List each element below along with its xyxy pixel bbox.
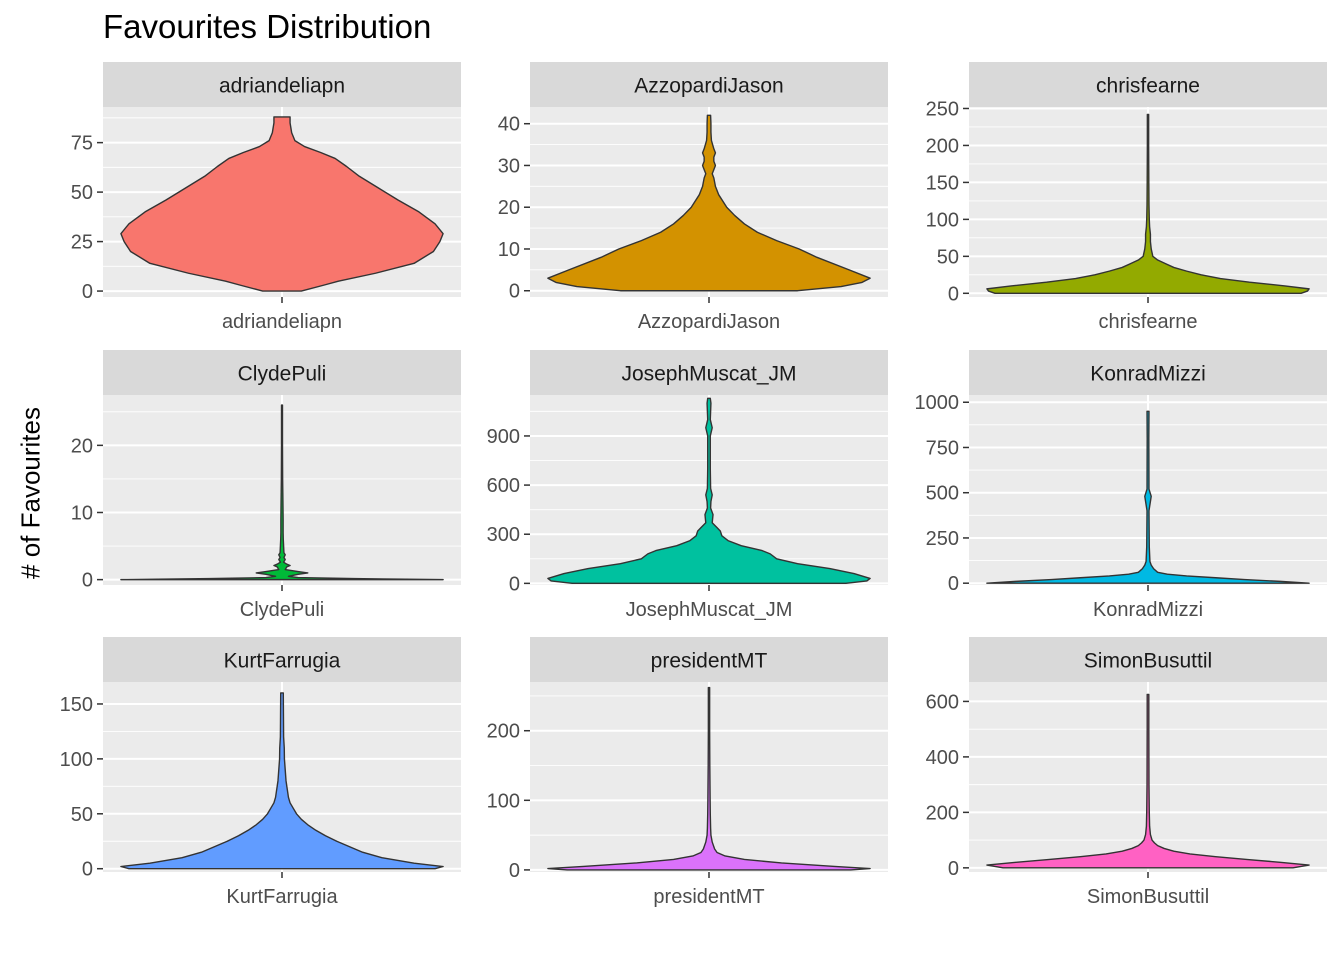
- y-tick-label: 750: [926, 437, 959, 459]
- violin-shape: [986, 410, 1310, 584]
- violin-shape: [986, 113, 1310, 294]
- facet-panel-SimonBusuttil: SimonBusuttil 0 200 400 600 SimonBusuttil: [926, 637, 1327, 908]
- facet-strip-label: KonradMizzi: [1090, 363, 1206, 386]
- facet-strip: [969, 350, 1327, 395]
- chart-title: Favourites Distribution: [103, 8, 432, 45]
- facet-panel-KonradMizzi: KonradMizzi 0 250 500 750 1000 KonradMizzi: [915, 350, 1327, 621]
- y-tick-label: 0: [948, 858, 959, 880]
- y-tick-label: 100: [60, 749, 93, 771]
- y-tick-label: 150: [60, 694, 93, 716]
- y-tick-label: 0: [948, 573, 959, 595]
- facet-strip: [103, 62, 461, 107]
- y-tick-label: 400: [926, 747, 959, 769]
- facet-strip: [530, 350, 888, 395]
- violin-shape: [986, 693, 1310, 869]
- facet-strip: [103, 637, 461, 682]
- facet-strip-label: chrisfearne: [1096, 75, 1200, 98]
- y-tick-label: 200: [926, 802, 959, 824]
- violin-shape: [547, 686, 871, 871]
- facet-strip-label: ClydePuli: [238, 363, 327, 386]
- y-tick-label: 0: [509, 573, 520, 595]
- x-tick-label: presidentMT: [653, 886, 764, 908]
- y-tick-label: 200: [926, 135, 959, 157]
- facet-panel-adriandeliapn: adriandeliapn 0 25 50 75 adriandeliapn: [71, 62, 461, 333]
- x-tick-label: ClydePuli: [240, 599, 324, 621]
- y-tick-label: 100: [487, 790, 520, 812]
- y-tick-label: 50: [937, 246, 959, 268]
- facet-strip-label: JosephMuscat_JM: [621, 363, 796, 386]
- facet-panel-AzzopardiJason: AzzopardiJason 0 10 20 30 40 AzzopardiJason: [498, 62, 888, 333]
- facet-strip-label: adriandeliapn: [219, 75, 345, 98]
- x-tick-label: SimonBusuttil: [1087, 886, 1209, 908]
- violin-shape: [120, 116, 444, 292]
- facet-strip: [103, 350, 461, 395]
- y-tick-label: 25: [71, 232, 93, 254]
- x-tick-label: KonradMizzi: [1093, 599, 1203, 621]
- y-tick-label: 300: [487, 524, 520, 546]
- violin-shape: [120, 404, 444, 581]
- y-tick-label: 1000: [915, 392, 960, 414]
- x-tick-label: AzzopardiJason: [638, 311, 780, 333]
- y-tick-label: 0: [509, 860, 520, 882]
- facet-panel-presidentMT: presidentMT 0 100 200 presidentMT: [487, 637, 888, 908]
- y-tick-label: 50: [71, 182, 93, 204]
- x-tick-label: KurtFarrugia: [226, 886, 338, 908]
- x-tick-label: chrisfearne: [1099, 311, 1198, 333]
- x-tick-label: adriandeliapn: [222, 311, 342, 333]
- y-tick-label: 250: [926, 528, 959, 550]
- facet-panel-KurtFarrugia: KurtFarrugia 0 50 100 150 KurtFarrugia: [60, 637, 461, 908]
- facet-strip: [530, 637, 888, 682]
- facet-panel-ClydePuli: ClydePuli 0 10 20 ClydePuli: [71, 350, 461, 621]
- y-tick-label: 100: [926, 209, 959, 231]
- y-tick-label: 10: [498, 239, 520, 261]
- y-tick-label: 150: [926, 172, 959, 194]
- y-tick-label: 40: [498, 114, 520, 136]
- facet-strip: [969, 62, 1327, 107]
- y-tick-label: 75: [71, 133, 93, 155]
- facet-strip-label: presidentMT: [651, 650, 768, 673]
- y-tick-label: 0: [948, 283, 959, 305]
- y-tick-label: 50: [71, 804, 93, 826]
- y-tick-label: 600: [926, 691, 959, 713]
- y-tick-label: 200: [487, 721, 520, 743]
- y-tick-label: 0: [82, 859, 93, 881]
- y-tick-label: 250: [926, 98, 959, 120]
- facet-panel-chrisfearne: chrisfearne 0 50 100 150 200 250 chrisfearne: [926, 62, 1327, 333]
- facet-panel-JosephMuscat_JM: JosephMuscat_JM 0 300 600 900 JosephMuscat_JM: [487, 350, 888, 621]
- y-tick-label: 0: [82, 570, 93, 592]
- y-tick-label: 0: [509, 281, 520, 303]
- x-tick-label: JosephMuscat_JM: [626, 599, 793, 621]
- y-tick-label: 600: [487, 475, 520, 497]
- y-tick-label: 500: [926, 483, 959, 505]
- facet-strip: [530, 62, 888, 107]
- y-tick-label: 10: [71, 502, 93, 524]
- facet-strip-label: AzzopardiJason: [634, 75, 783, 98]
- violin-shape: [547, 114, 871, 292]
- facet-strip-label: KurtFarrugia: [224, 650, 341, 673]
- y-tick-label: 30: [498, 155, 520, 177]
- y-tick-label: 900: [487, 426, 520, 448]
- violin-shape: [120, 692, 444, 870]
- y-tick-label: 20: [71, 435, 93, 457]
- violin-shape: [547, 397, 871, 585]
- facet-strip-label: SimonBusuttil: [1084, 650, 1212, 673]
- facet-strip: [969, 637, 1327, 682]
- y-tick-label: 20: [498, 197, 520, 219]
- y-tick-label: 0: [82, 281, 93, 303]
